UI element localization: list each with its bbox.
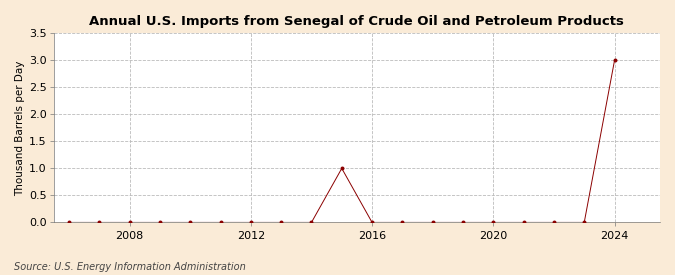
Point bbox=[549, 220, 560, 225]
Text: Source: U.S. Energy Information Administration: Source: U.S. Energy Information Administ… bbox=[14, 262, 245, 272]
Title: Annual U.S. Imports from Senegal of Crude Oil and Petroleum Products: Annual U.S. Imports from Senegal of Crud… bbox=[90, 15, 624, 28]
Point bbox=[63, 220, 74, 225]
Point bbox=[336, 166, 347, 170]
Point bbox=[155, 220, 165, 225]
Point bbox=[185, 220, 196, 225]
Point bbox=[518, 220, 529, 225]
Point bbox=[306, 220, 317, 225]
Point bbox=[94, 220, 105, 225]
Point bbox=[458, 220, 468, 225]
Point bbox=[124, 220, 135, 225]
Point bbox=[367, 220, 377, 225]
Point bbox=[397, 220, 408, 225]
Point bbox=[609, 58, 620, 62]
Point bbox=[215, 220, 226, 225]
Point bbox=[276, 220, 287, 225]
Point bbox=[427, 220, 438, 225]
Y-axis label: Thousand Barrels per Day: Thousand Barrels per Day bbox=[15, 60, 25, 196]
Point bbox=[579, 220, 590, 225]
Point bbox=[488, 220, 499, 225]
Point bbox=[246, 220, 256, 225]
